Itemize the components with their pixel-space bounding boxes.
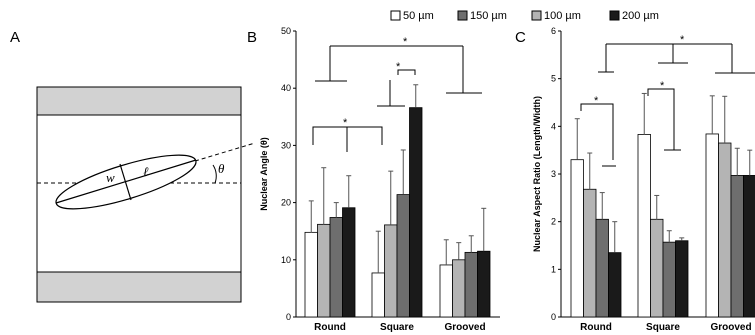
chart-c-ytick-label: 2	[551, 217, 556, 227]
chart-b-bar	[371, 272, 385, 318]
chart-b-ytick-label: 30	[281, 140, 291, 150]
legend-swatch	[531, 10, 542, 21]
chart-b-bar	[384, 224, 398, 318]
legend-label: 150 µm	[470, 10, 507, 22]
panel-letter-c: C	[515, 29, 526, 46]
chart-c-bar	[705, 133, 719, 318]
chart-c-ytick-label: 1	[551, 264, 556, 274]
legend-swatch	[457, 10, 468, 21]
width-label: w	[106, 170, 115, 185]
chart-c: Nuclear Aspect Ratio (Length/Width) * * …	[532, 26, 755, 333]
chart-c-category-label: Grooved	[710, 322, 751, 333]
chart-c-ytick-label: 3	[551, 169, 556, 179]
chart-b: Nuclear Angle (θ) * * * 0 10 20 30 40 50 Round…	[259, 26, 500, 333]
length-label: ℓ	[143, 164, 149, 179]
chart-b-ytick-label: 0	[286, 312, 291, 322]
panel-letter-a: A	[10, 29, 20, 46]
chart-c-ylabel: Nuclear Aspect Ratio (Length/Width)	[532, 96, 542, 252]
significance-star: *	[403, 36, 408, 48]
chart-b-ytick-label: 40	[281, 83, 291, 93]
chart-b-category-label: Grooved	[444, 322, 485, 333]
legend-label: 50 µm	[403, 10, 434, 22]
chart-b-bar	[396, 194, 410, 318]
angle-arc	[212, 164, 217, 184]
chart-b-bar	[329, 217, 343, 318]
legend-swatch	[609, 10, 620, 21]
chart-b-bar	[409, 107, 423, 318]
chart-b-bar	[464, 251, 478, 318]
chart-c-category-label: Round	[580, 322, 612, 333]
chart-b-category-label: Square	[380, 322, 414, 333]
nucleus-length-line	[55, 159, 197, 204]
chart-b-ytick-label: 20	[281, 198, 291, 208]
legend-label: 200 µm	[622, 10, 659, 22]
nucleus-width-line	[119, 163, 132, 201]
chart-c-bar	[675, 240, 689, 318]
channel-diagram: w ℓ θ	[36, 86, 256, 303]
significance-star: *	[594, 95, 599, 107]
chart-b-bar	[317, 223, 331, 318]
chart-c-category-label: Square	[646, 322, 680, 333]
chart-c-bar	[570, 159, 584, 318]
chart-b-significance: * * *	[312, 36, 482, 152]
chart-b-bar	[342, 207, 356, 318]
chart-c-bar	[595, 218, 609, 318]
chart-c-ytick-label: 6	[551, 26, 556, 36]
theta-label: θ	[218, 161, 225, 176]
chart-b-bar	[452, 259, 466, 318]
chart-b-bar	[304, 231, 318, 318]
chart-c-bar	[718, 142, 732, 318]
nucleus-axis-extension	[194, 142, 256, 162]
chart-b-ytick-label: 50	[281, 26, 291, 36]
chart-c-bar	[583, 188, 597, 318]
chart-c-significance: * * *	[580, 34, 755, 167]
chart-c-ytick-label: 5	[551, 74, 556, 84]
chart-b-category-label: Round	[314, 322, 346, 333]
chart-c-bar	[743, 175, 755, 318]
chart-b-bar	[439, 264, 453, 318]
chart-c-bar	[730, 175, 744, 318]
bracket-square-50-150	[647, 88, 675, 150]
chart-c-bar	[662, 241, 676, 318]
chart-b-ylabel: Nuclear Angle (θ)	[259, 137, 269, 211]
chart-c-ytick-label: 0	[551, 312, 556, 322]
legend-label: 100 µm	[544, 10, 581, 22]
chart-c-bar	[637, 134, 651, 318]
legend-swatch	[390, 10, 401, 21]
chart-c-ytick-label: 4	[551, 121, 556, 131]
chart-b-bar	[477, 250, 491, 318]
significance-star: *	[680, 34, 685, 46]
significance-star: *	[396, 61, 401, 73]
channel-wall-bottom	[36, 271, 242, 303]
chart-c-bar	[608, 252, 622, 318]
panel-letter-b: B	[247, 29, 257, 46]
significance-star: *	[343, 117, 348, 129]
bracket-round-50-200	[580, 103, 614, 160]
chart-b-ytick-label: 10	[281, 255, 291, 265]
channel-wall-top	[36, 86, 242, 116]
chart-c-bar	[650, 218, 664, 318]
legend: 50 µm 150 µm 100 µm 200 µm	[390, 10, 659, 22]
bracket-square-200	[397, 69, 416, 75]
significance-star: *	[660, 80, 665, 92]
